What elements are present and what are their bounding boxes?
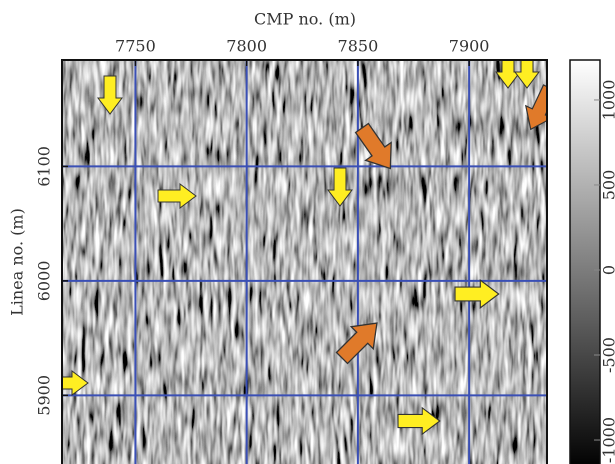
y-axis-title: Linea no. (m) bbox=[8, 208, 27, 316]
y-tick-label: 6100 bbox=[35, 146, 54, 187]
seismic-image bbox=[62, 60, 547, 464]
colorbar-tick-label: 1000 bbox=[600, 80, 615, 121]
x-tick-label: 7900 bbox=[449, 37, 490, 56]
x-axis-title: CMP no. (m) bbox=[254, 10, 356, 29]
x-tick-label: 7800 bbox=[226, 37, 267, 56]
y-tick-label: 5900 bbox=[35, 375, 54, 416]
x-tick-label: 7750 bbox=[115, 37, 156, 56]
colorbar-tick-label: 500 bbox=[600, 170, 615, 201]
y-tick-label: 6000 bbox=[35, 261, 54, 302]
colorbar-tick-label: -1000 bbox=[600, 417, 615, 463]
colorbar bbox=[569, 59, 601, 464]
x-tick-label: 7850 bbox=[338, 37, 379, 56]
grid bbox=[62, 60, 547, 464]
colorbar-tick-label: 0 bbox=[600, 265, 615, 275]
colorbar-tick-label: -500 bbox=[600, 337, 615, 373]
plot-area bbox=[62, 60, 547, 464]
plot-frame bbox=[61, 59, 548, 464]
